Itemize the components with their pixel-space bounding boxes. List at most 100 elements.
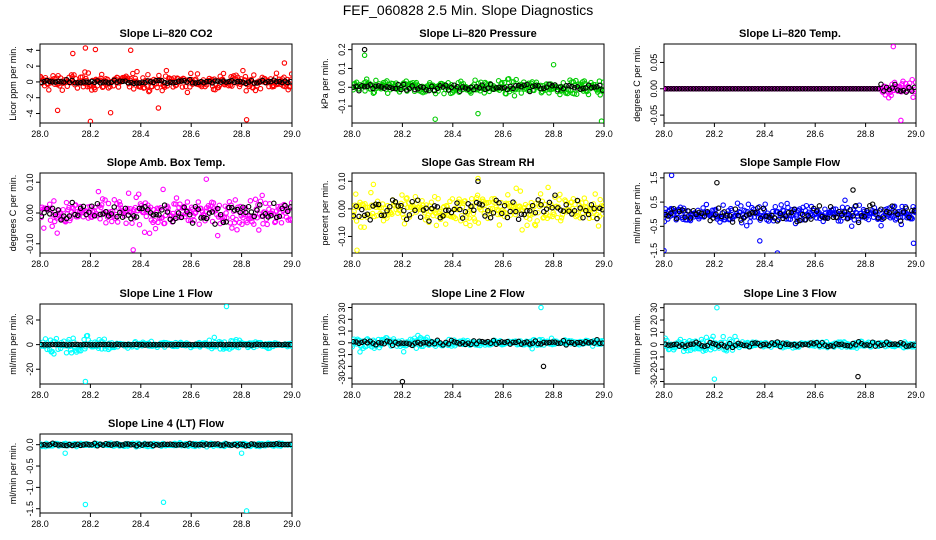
data-point	[403, 195, 409, 202]
data-point	[735, 86, 741, 92]
data-point	[805, 213, 811, 219]
data-point	[908, 214, 915, 221]
data-point	[711, 376, 718, 382]
panel-title: Slope Line 3 Flow	[744, 288, 837, 300]
data-point	[462, 209, 469, 215]
data-point	[184, 89, 191, 96]
data-point	[577, 215, 583, 221]
data-point	[770, 218, 777, 224]
data-point	[272, 219, 278, 226]
data-point	[855, 373, 861, 380]
data-point	[203, 441, 210, 447]
data-point	[363, 76, 370, 82]
data-point	[903, 205, 909, 211]
data-point	[841, 342, 848, 348]
data-point	[381, 212, 387, 218]
data-point	[136, 441, 143, 447]
data-point	[594, 215, 600, 222]
y-axis-label: ml/min per min.	[8, 443, 18, 505]
data-point	[122, 205, 129, 212]
data-point	[580, 214, 586, 221]
data-point	[201, 442, 207, 448]
data-point	[353, 191, 359, 197]
x-tick-label: 28.0	[31, 390, 49, 400]
data-point	[181, 204, 187, 211]
data-point	[392, 339, 399, 346]
data-point	[95, 188, 102, 195]
y-tick-label: 0	[25, 79, 35, 84]
data-point	[844, 342, 851, 349]
data-point	[757, 215, 764, 222]
data-point	[772, 203, 779, 210]
data-point	[700, 205, 706, 211]
data-point	[257, 198, 264, 204]
data-point	[543, 206, 550, 212]
x-tick-label: 28.4	[756, 129, 774, 139]
data-point	[92, 46, 99, 53]
data-point	[52, 79, 59, 85]
data-point	[40, 213, 45, 219]
data-point	[738, 341, 744, 348]
data-point	[760, 212, 767, 219]
data-point	[147, 79, 154, 85]
data-point	[690, 86, 697, 92]
data-point	[233, 216, 239, 223]
data-point	[763, 86, 769, 92]
data-point	[825, 86, 831, 92]
data-point	[153, 211, 159, 218]
data-point	[245, 341, 252, 348]
data-point	[861, 86, 867, 92]
data-point	[827, 86, 834, 92]
x-tick-label: 28.8	[545, 259, 563, 269]
data-point	[417, 341, 424, 347]
data-point	[243, 508, 250, 513]
data-point	[738, 203, 744, 209]
data-point	[423, 205, 429, 212]
data-point	[58, 79, 64, 85]
data-point	[665, 86, 671, 92]
data-point	[82, 69, 88, 75]
data-point	[595, 223, 602, 229]
data-point	[248, 342, 255, 348]
data-point	[161, 79, 168, 86]
data-point	[718, 213, 725, 220]
data-point	[247, 198, 254, 204]
data-point	[74, 85, 81, 91]
data-point	[243, 88, 249, 94]
data-point	[813, 208, 820, 214]
data-point	[780, 208, 787, 214]
data-point	[699, 210, 705, 217]
data-point	[220, 341, 227, 348]
data-point	[80, 79, 87, 85]
data-point	[825, 215, 831, 221]
data-point	[356, 340, 362, 347]
data-point	[431, 340, 438, 347]
data-point	[811, 205, 817, 212]
data-point	[485, 85, 491, 91]
data-point	[687, 217, 694, 224]
data-point	[98, 71, 105, 78]
data-point	[206, 78, 213, 85]
data-point	[721, 209, 727, 215]
data-point	[209, 341, 215, 348]
data-point	[67, 347, 74, 353]
data-point	[467, 222, 473, 229]
data-point	[538, 341, 544, 347]
data-point	[136, 205, 143, 212]
data-point	[256, 227, 262, 233]
data-point	[251, 441, 257, 447]
x-tick-label: 28.0	[31, 129, 49, 139]
data-point	[279, 205, 285, 212]
data-point	[164, 80, 171, 86]
data-point	[853, 86, 859, 92]
data-point	[279, 341, 285, 348]
y-tick-label: 0.05	[649, 54, 659, 72]
data-point	[713, 211, 719, 218]
data-point	[490, 337, 497, 344]
data-point	[822, 86, 828, 92]
panel-5: Slope Gas Stream RH 28.0 28.2 28.4 28.6 28.8 2…	[320, 157, 613, 269]
data-point	[878, 81, 884, 88]
data-point	[746, 86, 753, 92]
data-point	[117, 209, 123, 216]
data-point	[259, 442, 266, 448]
